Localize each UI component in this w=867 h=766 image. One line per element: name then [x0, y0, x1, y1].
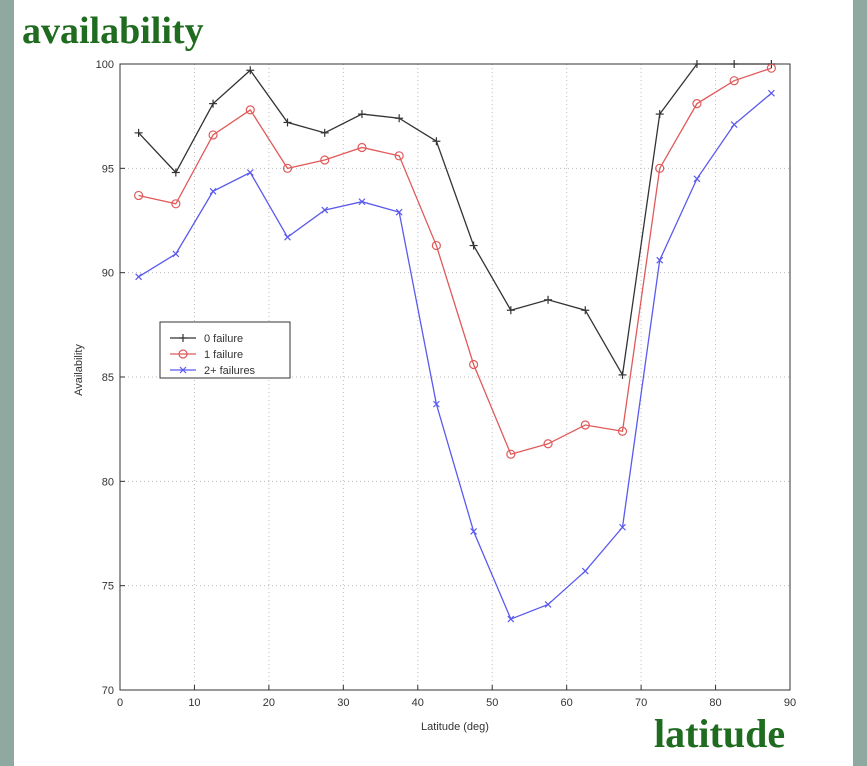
data-point-2-failures [767, 89, 775, 97]
series-line-1-failure [138, 67, 772, 455]
data-point-0-failure [357, 110, 366, 119]
x-tick-label: 80 [709, 697, 721, 709]
legend-marker-0-failure [179, 334, 187, 342]
data-point-1-failure [580, 420, 590, 430]
data-point-2-failures [395, 208, 403, 216]
data-point-2-failures [284, 233, 291, 241]
legend-marker-2-failures [179, 366, 187, 374]
y-tick-label: 85 [102, 372, 114, 384]
data-point-0-failure [209, 99, 218, 108]
data-point-0-failure [469, 241, 478, 250]
y-tick-label: 90 [102, 268, 114, 280]
y-tick-label: 75 [102, 581, 114, 593]
x-tick-label: 30 [337, 697, 349, 709]
data-point-0-failure [655, 110, 664, 119]
data-point-1-failure [208, 130, 218, 140]
y-tick-label: 95 [102, 163, 114, 175]
data-point-0-failure [395, 114, 404, 123]
data-point-1-failure [357, 142, 367, 153]
legend-label-0-failure: 0 failure [204, 333, 243, 345]
data-point-1-failure [469, 359, 479, 370]
x-tick-label: 0 [117, 697, 123, 709]
series-line-0-failure [138, 63, 772, 377]
data-point-1-failure [506, 449, 516, 459]
data-point-1-failure [171, 199, 181, 209]
data-point-2-failures [246, 169, 254, 176]
y-tick-label: 70 [102, 685, 114, 697]
slide-x-caption: latitude [654, 711, 786, 756]
data-point-0-failure [134, 128, 143, 137]
data-point-2-failures [544, 601, 552, 608]
data-point-2-failures [470, 527, 478, 535]
data-point-2-failures [619, 523, 626, 531]
data-point-0-failure [730, 60, 739, 68]
data-point-0-failure [320, 128, 329, 137]
series-group [134, 60, 776, 623]
data-point-2-failures [321, 206, 329, 214]
data-point-1-failure [394, 151, 404, 161]
data-point-2-failures [656, 256, 664, 264]
x-tick-label: 50 [486, 697, 498, 709]
data-point-1-failure [282, 163, 293, 173]
data-point-2-failures [209, 187, 217, 195]
data-point-1-failure [617, 426, 628, 436]
data-point-1-failure [134, 190, 144, 201]
x-tick-label: 20 [263, 697, 275, 709]
data-point-1-failure [245, 105, 255, 115]
x-axis-label: Latitude (deg) [421, 721, 489, 733]
data-point-0-failure [581, 306, 590, 315]
data-point-1-failure [766, 63, 776, 73]
series-line-2-failures [138, 92, 772, 620]
data-point-2-failures [693, 175, 701, 183]
data-point-1-failure [431, 240, 441, 251]
data-point-2-failures [358, 198, 366, 206]
data-point-0-failure [506, 306, 515, 315]
x-tick-label: 90 [784, 697, 796, 709]
data-point-1-failure [655, 163, 665, 173]
legend-label-2-failures: 2+ failures [204, 365, 256, 377]
y-tick-label: 100 [96, 59, 114, 71]
y-tick-label: 80 [102, 476, 114, 488]
data-point-1-failure [729, 76, 739, 86]
data-point-0-failure [246, 66, 255, 75]
data-point-2-failures [432, 400, 440, 408]
tick-labels: 0 10 20 30 40 50 60 70 80 90 70 75 80 85 90 95 100 [96, 59, 796, 709]
slide-y-caption: availability [22, 10, 204, 52]
data-point-0-failure [692, 60, 701, 68]
data-point-0-failure [544, 295, 553, 304]
data-point-2-failures [730, 121, 738, 128]
x-tick-label: 70 [635, 697, 647, 709]
data-point-0-failure [171, 168, 180, 177]
x-tick-label: 10 [188, 697, 200, 709]
legend-label-1-failure: 1 failure [204, 349, 243, 361]
x-tick-label: 40 [412, 697, 424, 709]
data-point-1-failure [320, 155, 330, 165]
data-point-0-failure [432, 137, 441, 146]
data-point-1-failure [692, 99, 702, 109]
data-point-2-failures [135, 273, 143, 281]
legend-marker-1-failure [178, 349, 188, 359]
data-point-2-failures [581, 567, 589, 575]
x-tick-label: 60 [561, 697, 573, 709]
data-point-0-failure [283, 118, 292, 127]
legend: 0 failure 1 failure 2+ failures [159, 321, 291, 379]
data-point-0-failure [618, 370, 627, 379]
y-axis-label: Availability [73, 344, 85, 396]
data-point-1-failure [543, 439, 553, 449]
data-point-2-failures [172, 250, 180, 258]
data-point-2-failures [507, 615, 515, 623]
